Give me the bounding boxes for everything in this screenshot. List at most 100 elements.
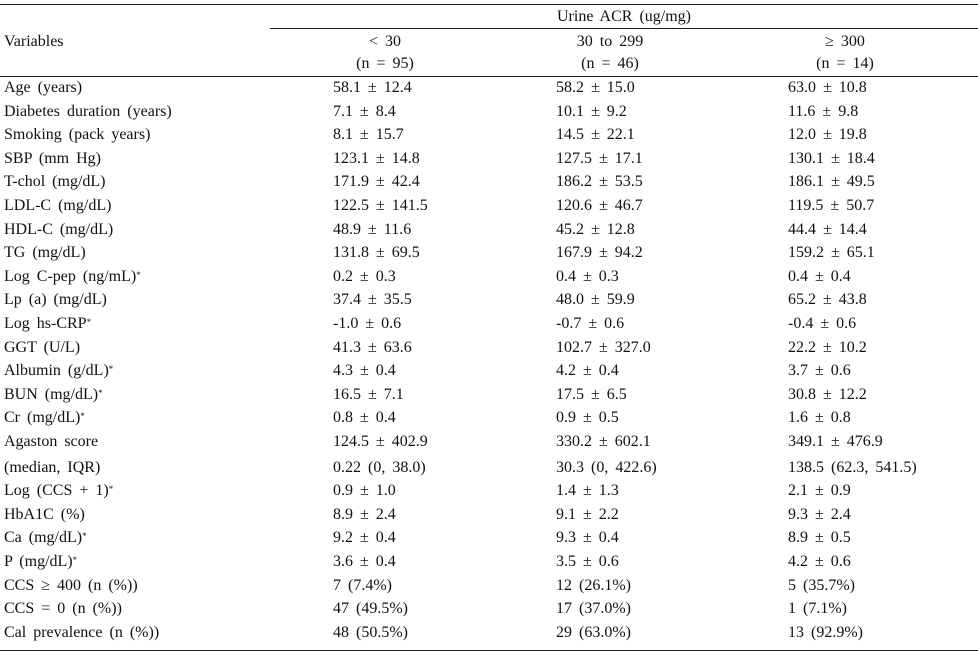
cell: 13 (92.9%) [788, 623, 863, 641]
row-label: Age (years) [4, 79, 83, 96]
cell: 48 (50.5%) [333, 623, 408, 641]
cell: 47 (49.5%) [333, 600, 408, 618]
column-n: (n = 14) [816, 55, 874, 72]
cell: 41.3 ± 63.6 [333, 338, 412, 356]
cell: 159.2 ± 65.1 [788, 244, 875, 262]
cell: 0.22 (0, 38.0) [333, 458, 426, 476]
cell: 48.0 ± 59.9 [556, 291, 635, 309]
column-label: 30 to 299 [576, 33, 644, 50]
cell: 10.1 ± 9.2 [556, 102, 627, 120]
cell: 30.8 ± 12.2 [788, 385, 867, 403]
cell: 29 (63.0%) [556, 623, 631, 641]
cell: 9.1 ± 2.2 [556, 505, 619, 523]
cell: 349.1 ± 476.9 [788, 433, 883, 450]
row-label: (median, IQR) [4, 458, 101, 476]
cell: 127.5 ± 17.1 [556, 149, 643, 167]
cell: 48.9 ± 11.6 [333, 220, 412, 238]
cell: 14.5 ± 22.1 [556, 126, 635, 144]
cell: 1 (7.1%) [788, 600, 847, 618]
cell: 9.3 ± 0.4 [556, 529, 619, 547]
cell: 4.3 ± 0.4 [333, 362, 396, 380]
cell: 8.9 ± 2.4 [333, 505, 396, 523]
cell: 8.9 ± 0.5 [788, 529, 851, 547]
cell: 1.4 ± 1.3 [556, 482, 619, 500]
footnote-mark: * [108, 484, 114, 495]
cell: 167.9 ± 94.2 [556, 244, 643, 262]
cell: 16.5 ± 7.1 [333, 385, 404, 403]
rule [0, 650, 978, 651]
footnote-mark: * [98, 387, 103, 398]
row-label: LDL-C (mg/dL) [4, 197, 112, 214]
cell: -0.7 ± 0.6 [556, 315, 625, 332]
cell: 130.1 ± 18.4 [788, 149, 875, 167]
row-label: HbA1C (%) [4, 505, 85, 523]
cell: 9.2 ± 0.4 [333, 529, 396, 547]
cell: 0.4 ± 0.3 [556, 267, 619, 285]
column-label: < 30 [368, 33, 402, 50]
cell: 44.4 ± 14.4 [788, 220, 867, 238]
cell: 0.4 ± 0.4 [788, 267, 851, 285]
footnote-mark: * [72, 555, 78, 565]
header-variables: Variables [4, 33, 64, 50]
cell: 330.2 ± 602.1 [556, 433, 651, 450]
cell: 5 (35.7%) [788, 576, 855, 594]
row-label: GGT (U/L) [4, 338, 81, 356]
cell: -1.0 ± 0.6 [333, 315, 402, 332]
cell: 171.9 ± 42.4 [333, 173, 420, 191]
row-label: Agaston score [4, 433, 99, 450]
row-label: Log (CCS + 1)* [4, 482, 114, 500]
cell: 8.1 ± 15.7 [333, 126, 404, 144]
cell: 17 (37.0%) [556, 600, 631, 618]
cell: 0.2 ± 0.3 [333, 267, 396, 285]
rule [270, 28, 978, 29]
cell: 120.6 ± 46.7 [556, 197, 643, 214]
row-label: CCS = 0 (n (%)) [4, 600, 122, 618]
row-label: Ca (mg/dL)* [4, 529, 87, 547]
footnote-mark: * [80, 411, 85, 422]
cell: 22.2 ± 10.2 [788, 338, 867, 356]
cell: 65.2 ± 43.8 [788, 291, 867, 309]
row-label: Log hs-CRP* [4, 315, 92, 332]
row-label: Cal prevalence (n (%)) [4, 623, 160, 641]
cell: 0.9 ± 1.0 [333, 482, 396, 500]
header-group: Urine ACR (ug/mg) [557, 8, 691, 25]
column-n: (n = 46) [581, 55, 639, 72]
row-label: HDL-C (mg/dL) [4, 220, 114, 238]
cell: 186.1 ± 49.5 [788, 173, 875, 191]
rule [0, 76, 978, 77]
cell: 58.2 ± 15.0 [556, 79, 635, 96]
cell: -0.4 ± 0.6 [788, 315, 857, 332]
cell: 0.9 ± 0.5 [556, 409, 619, 427]
cell: 9.3 ± 2.4 [788, 505, 851, 523]
cell: 124.5 ± 402.9 [333, 433, 428, 450]
footnote-mark: * [136, 269, 141, 280]
row-label: Cr (mg/dL)* [4, 409, 85, 427]
cell: 4.2 ± 0.4 [556, 362, 619, 380]
cell: 3.7 ± 0.6 [788, 362, 851, 380]
row-label: T-chol (mg/dL) [4, 173, 106, 191]
rule [0, 4, 978, 5]
cell: 63.0 ± 10.8 [788, 79, 867, 96]
cell: 30.3 (0, 422.6) [556, 458, 657, 476]
cell: 138.5 (62.3, 541.5) [788, 458, 917, 476]
cell: 186.2 ± 53.5 [556, 173, 643, 191]
cell: 58.1 ± 12.4 [333, 79, 412, 96]
cell: 37.4 ± 35.5 [333, 291, 412, 309]
row-label: SBP (mm Hg) [4, 149, 101, 167]
cell: 0.8 ± 0.4 [333, 409, 396, 427]
cell: 12 (26.1%) [556, 576, 631, 594]
cell: 12.0 ± 19.8 [788, 126, 867, 144]
footnote-mark: * [108, 364, 114, 375]
cell: 3.5 ± 0.6 [556, 553, 619, 570]
cell: 123.1 ± 14.8 [333, 149, 420, 167]
row-label: BUN (mg/dL)* [4, 385, 103, 403]
cell: 11.6 ± 9.8 [788, 102, 859, 120]
cell: 122.5 ± 141.5 [333, 197, 428, 214]
cell: 131.8 ± 69.5 [333, 244, 420, 262]
cell: 2.1 ± 0.9 [788, 482, 851, 500]
cell: 119.5 ± 50.7 [788, 197, 875, 214]
cell: 7.1 ± 8.4 [333, 102, 396, 120]
row-label: P (mg/dL)* [4, 553, 78, 570]
cell: 4.2 ± 0.6 [788, 553, 851, 570]
